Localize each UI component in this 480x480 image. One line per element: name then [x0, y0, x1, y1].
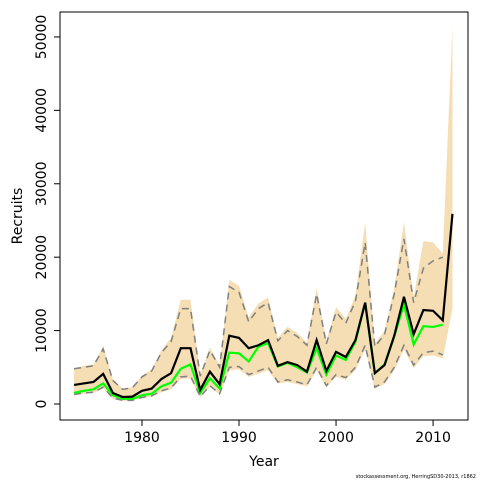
confidence-band: [74, 25, 453, 401]
y-tick-label: 30000: [34, 162, 50, 207]
y-axis-label: Recruits: [10, 188, 26, 245]
y-tick-label: 10000: [34, 308, 50, 353]
x-tick-label: 1990: [221, 430, 257, 446]
plot-frame: [59, 11, 469, 421]
x-tick-label: 2010: [415, 430, 451, 446]
y-tick-label: 50000: [34, 15, 50, 60]
x-axis-label: Year: [248, 454, 279, 470]
footnote: stockassessment.org, HerringSD30-2013, r…: [356, 474, 476, 480]
y-tick-label: 40000: [34, 88, 50, 133]
y-tick-label: 0: [34, 400, 50, 409]
series-line: [73, 342, 444, 402]
x-tick-label: 2000: [318, 430, 354, 446]
y-tick-label: 20000: [34, 235, 50, 280]
series-line: [73, 238, 444, 391]
x-tick-label: 1980: [124, 430, 160, 446]
series-line: [73, 213, 454, 399]
